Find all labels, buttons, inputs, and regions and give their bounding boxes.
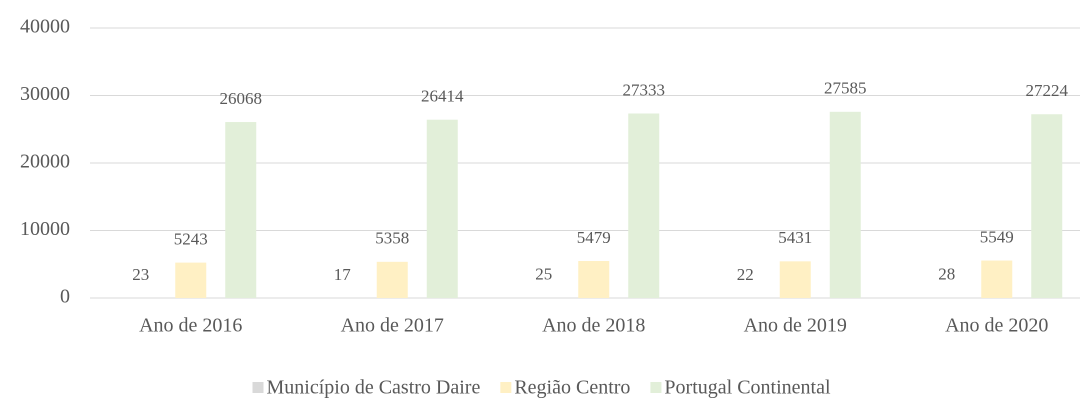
- bar: [1031, 114, 1063, 298]
- y-tick-label: 0: [60, 286, 70, 308]
- y-tick-label: 10000: [20, 218, 70, 240]
- value-label: 25: [535, 265, 552, 284]
- bar: [426, 119, 458, 298]
- y-tick-label: 40000: [20, 16, 70, 38]
- legend-swatch: [252, 382, 264, 393]
- x-tick-label: Ano de 2020: [945, 315, 1048, 337]
- value-label: 5549: [980, 227, 1014, 246]
- value-label: 27585: [824, 79, 867, 98]
- legend-label: Portugal Continental: [664, 377, 831, 399]
- x-tick-label: Ano de 2017: [341, 315, 444, 337]
- bar: [779, 261, 811, 298]
- bar: [225, 122, 257, 298]
- bar: [829, 111, 861, 299]
- x-tick-label: Ano de 2019: [744, 315, 847, 337]
- value-label: 27333: [623, 80, 666, 99]
- bar: [376, 261, 408, 298]
- x-tick-label: Ano de 2018: [542, 315, 645, 337]
- value-label: 5243: [174, 230, 208, 249]
- x-tick-label: Ano de 2016: [139, 315, 242, 337]
- bar: [628, 113, 660, 298]
- y-tick-label: 20000: [20, 151, 70, 173]
- y-tick-label: 30000: [20, 83, 70, 105]
- value-label: 22: [737, 265, 754, 284]
- value-label: 26414: [421, 87, 464, 106]
- value-label: 5431: [778, 228, 812, 247]
- legend-swatch: [650, 382, 662, 393]
- legend-label: Município de Castro Daire: [266, 377, 480, 399]
- bar: [175, 262, 207, 298]
- value-label: 27224: [1026, 81, 1069, 100]
- value-label: 23: [132, 265, 149, 284]
- value-label: 5358: [375, 229, 409, 248]
- legend-swatch: [500, 382, 512, 393]
- value-label: 5479: [577, 228, 611, 247]
- legend-label: Região Centro: [514, 377, 630, 399]
- bar: [578, 261, 610, 298]
- value-label: 17: [334, 265, 352, 284]
- value-label: 26068: [220, 89, 263, 108]
- value-label: 28: [938, 265, 955, 284]
- bar: [981, 260, 1013, 298]
